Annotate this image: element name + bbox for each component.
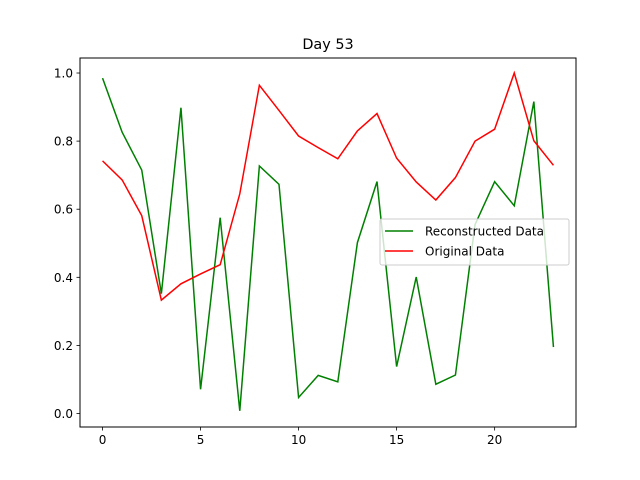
chart-title: Day 53	[302, 37, 353, 53]
x-tick-label: 20	[487, 433, 502, 447]
x-tick-label: 0	[99, 433, 107, 447]
x-tick-label: 15	[389, 433, 404, 447]
series-lines	[101, 70, 555, 411]
x-tick-label: 10	[291, 433, 306, 447]
y-tick-label: 0.0	[54, 407, 73, 421]
series-line-0	[101, 77, 555, 411]
axis-ticks: 0 5 10 15 20 0.0 0.2 0.4 0.6 0.8 1.0	[54, 67, 502, 447]
y-tick-label: 0.8	[54, 135, 73, 149]
y-tick-label: 1.0	[54, 67, 73, 81]
legend-label: Reconstructed Data	[425, 225, 544, 239]
legend-box	[379, 218, 570, 266]
y-tick-label: 0.2	[54, 339, 73, 353]
legend-label: Original Data	[425, 245, 504, 259]
series-line-1	[102, 70, 555, 302]
legend: Reconstructed Data Original Data	[379, 218, 570, 266]
x-tick-label: 5	[197, 433, 205, 447]
plot-frame	[79, 57, 577, 428]
y-tick-label: 0.4	[54, 271, 73, 285]
y-tick-label: 0.6	[54, 203, 73, 217]
